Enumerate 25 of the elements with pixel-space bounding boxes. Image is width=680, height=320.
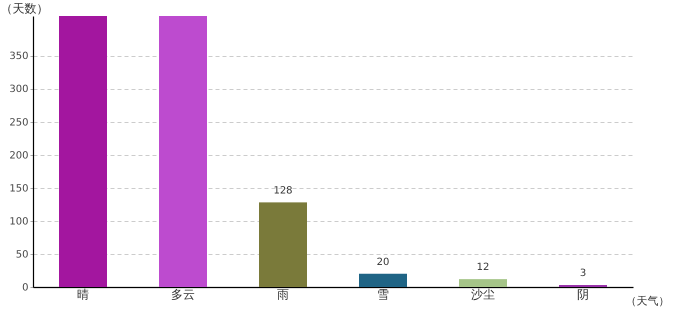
bar — [159, 16, 207, 287]
x-tick-label: 阴 — [577, 288, 589, 302]
data-label: 128 — [273, 185, 293, 196]
bar — [459, 279, 507, 287]
bar — [259, 202, 307, 287]
y-tick-label: 250 — [9, 117, 28, 128]
bar — [359, 274, 407, 287]
x-axis-title: （天气） — [626, 294, 670, 308]
x-tick-label: 沙尘 — [471, 288, 495, 302]
bar — [59, 16, 107, 287]
x-tick-label: 雪 — [377, 288, 389, 302]
y-tick-label: 50 — [16, 249, 28, 260]
y-tick-label: 300 — [9, 84, 28, 96]
x-tick-label: 晴 — [77, 288, 89, 302]
y-tick-label: 200 — [9, 150, 28, 162]
x-tick-label: 多云 — [171, 288, 195, 302]
data-label: 12 — [476, 262, 490, 274]
x-tick-label: 雨 — [277, 288, 289, 302]
y-tick-label: 0 — [22, 282, 28, 294]
y-axis-title: （天数） — [0, 2, 48, 16]
data-label: 3 — [580, 268, 586, 280]
data-label: 20 — [376, 256, 390, 268]
y-tick-label: 150 — [9, 183, 28, 194]
y-tick-label: 100 — [9, 216, 28, 228]
y-tick-label: 350 — [9, 51, 28, 62]
